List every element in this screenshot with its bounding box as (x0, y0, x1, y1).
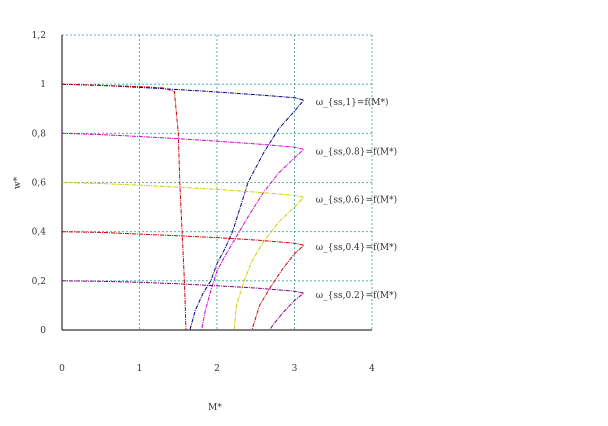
y-tick-label: 0,2 (32, 277, 46, 287)
x-tick-label: 4 (369, 364, 375, 374)
series-line-5 (61, 83, 187, 331)
x-tick-label: 1 (137, 364, 143, 374)
y-axis-label: w* (13, 176, 23, 189)
series-line-0 (61, 83, 305, 331)
series-lines (61, 83, 305, 331)
series-line-2 (61, 182, 305, 331)
y-tick-label: 0,6 (32, 179, 47, 189)
series-label-4: ω_{ss,0.2}=f(M*) (316, 290, 397, 301)
series-label-0: ω_{ss,1}=f(M*) (316, 97, 389, 108)
series-line-4 (61, 280, 305, 331)
series-label-1: ω_{ss,0.8}=f(M*) (316, 146, 397, 157)
x-tick-label: 3 (292, 364, 298, 374)
y-tick-label: 1 (40, 80, 46, 90)
grid-lines (62, 34, 373, 330)
y-tick-label: 0,4 (32, 228, 47, 238)
y-tick-label: 0 (40, 326, 46, 336)
x-tick-label: 0 (59, 364, 65, 374)
tick-labels: 0 1 2 3 4 0 0,2 0,4 0,6 0,8 1 1,2 (32, 31, 375, 374)
y-tick-label: 0,8 (32, 129, 47, 139)
x-axis-label: M* (208, 403, 222, 413)
series-label-2: ω_{ss,0.6}=f(M*) (316, 194, 397, 205)
series-line-3 (61, 231, 305, 331)
x-tick-label: 2 (214, 364, 220, 374)
y-tick-label: 1,2 (32, 31, 46, 41)
series-labels: ω_{ss,1}=f(M*) ω_{ss,0.8}=f(M*) ω_{ss,0.6}… (316, 97, 397, 301)
series-label-3: ω_{ss,0.4}=f(M*) (316, 242, 397, 253)
